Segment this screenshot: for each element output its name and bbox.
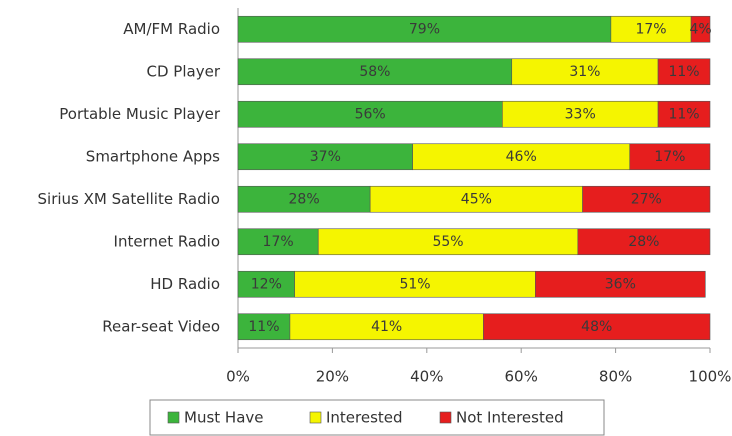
bar-segment [582, 185, 711, 213]
y-tick-label: HD Radio [150, 275, 220, 293]
bar-segment [317, 228, 579, 256]
bar-segment [629, 143, 711, 171]
bar-segment [690, 15, 711, 43]
y-tick-label: Sirius XM Satellite Radio [38, 190, 220, 208]
data-label: 79% [409, 21, 440, 37]
data-label: 37% [310, 149, 341, 165]
legend-label: Interested [326, 409, 403, 427]
bar-segment [294, 270, 536, 298]
bar-segment [511, 58, 659, 86]
bar-segment [412, 143, 631, 171]
bar-segment [502, 100, 659, 128]
bar-segment [610, 15, 692, 43]
bar-segment [577, 228, 711, 256]
data-label: 41% [371, 319, 402, 335]
data-label: 28% [628, 234, 659, 250]
x-tick-label: 100% [689, 368, 732, 386]
bar-segment [237, 270, 295, 298]
bar-segment [237, 100, 503, 128]
bar-segment [237, 15, 612, 43]
data-label: 27% [631, 191, 662, 207]
x-tick-label: 40% [410, 368, 443, 386]
data-label: 31% [569, 64, 600, 80]
bar-segment [483, 313, 711, 341]
data-label: 11% [668, 106, 699, 122]
bar-segment [237, 228, 319, 256]
data-label: 48% [581, 319, 612, 335]
y-tick-label: Internet Radio [114, 232, 220, 250]
data-label: 56% [355, 106, 386, 122]
bar-segment [369, 185, 583, 213]
legend-label: Must Have [184, 409, 264, 427]
bar-segment [237, 143, 413, 171]
data-label: 11% [248, 319, 279, 335]
data-label: 17% [263, 234, 294, 250]
bar-segment [535, 270, 706, 298]
bar-segment [237, 58, 513, 86]
data-label: 4% [689, 21, 711, 37]
x-tick-label: 80% [599, 368, 632, 386]
data-label: 45% [461, 191, 492, 207]
y-tick-label: Portable Music Player [59, 105, 221, 123]
bar-segment [237, 313, 291, 341]
bar-segment [289, 313, 484, 341]
legend-swatch [167, 411, 180, 424]
legend-swatch [439, 411, 452, 424]
data-label: 17% [635, 21, 666, 37]
x-tick-label: 0% [226, 368, 250, 386]
x-tick-label: 60% [505, 368, 538, 386]
bar-segment [237, 185, 371, 213]
y-tick-label: Smartphone Apps [86, 147, 220, 165]
x-tick-label: 20% [316, 368, 349, 386]
y-tick-label: AM/FM Radio [123, 20, 220, 38]
data-label: 51% [399, 276, 430, 292]
bar-segment [657, 100, 711, 128]
data-label: 55% [432, 234, 463, 250]
legend-swatch [309, 411, 322, 424]
data-label: 17% [654, 149, 685, 165]
data-label: 33% [565, 106, 596, 122]
data-label: 46% [506, 149, 537, 165]
y-tick-label: CD Player [147, 62, 221, 80]
data-label: 11% [668, 64, 699, 80]
data-label: 12% [251, 276, 282, 292]
data-label: 28% [289, 191, 320, 207]
data-label: 36% [605, 276, 636, 292]
bar-segment [657, 58, 711, 86]
legend-label: Not Interested [456, 409, 564, 427]
legend-box [149, 399, 605, 436]
y-tick-label: Rear-seat Video [102, 317, 220, 335]
data-label: 58% [359, 64, 390, 80]
